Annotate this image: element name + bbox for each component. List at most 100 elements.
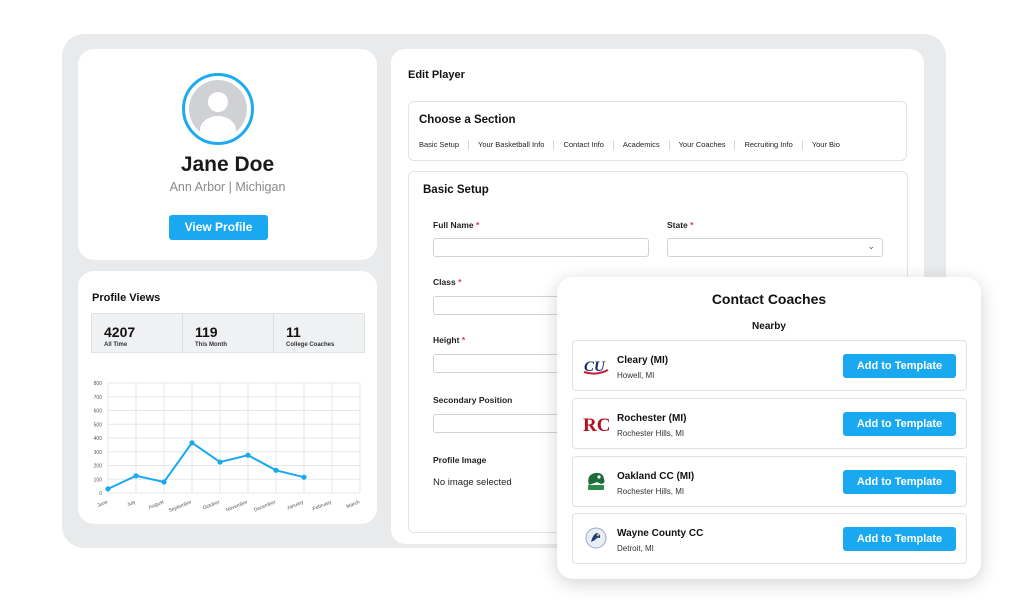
data-point [245, 452, 251, 458]
coach-school-name: Wayne County CC [617, 528, 704, 539]
y-tick-label: 100 [94, 477, 103, 483]
coach-school-name: Oakland CC (MI) [617, 471, 695, 482]
y-tick-label: 300 [94, 450, 103, 456]
x-tick-label: September [168, 499, 193, 514]
y-tick-label: 800 [94, 381, 103, 387]
add-to-template-button[interactable]: Add to Template [843, 354, 956, 378]
profile-views-card: Profile Views 4207 All Time 119 This Mon… [78, 271, 377, 524]
coach-row: Oakland CC (MI) Rochester Hills, MI Add … [572, 456, 967, 507]
height-label: Height * [433, 335, 465, 345]
nearby-heading: Nearby [752, 321, 786, 332]
stat-all-time: 4207 All Time [92, 314, 183, 352]
tab-contact-info[interactable]: Contact Info [553, 140, 612, 150]
secondary-position-label: Secondary Position [433, 395, 513, 405]
required-mark: * [690, 220, 694, 230]
stat-this-month: 119 This Month [183, 314, 274, 352]
data-point [105, 486, 111, 492]
wayne-logo-icon [583, 526, 609, 550]
data-point [273, 467, 279, 473]
cleary-logo-icon: CU [583, 353, 609, 377]
edit-player-title: Edit Player [408, 69, 465, 81]
add-to-template-button[interactable]: Add to Template [843, 527, 956, 551]
tab-academics[interactable]: Academics [612, 140, 669, 150]
contact-coaches-title: Contact Coaches [711, 291, 827, 307]
user-icon [189, 80, 247, 138]
stat-value: 119 [195, 324, 218, 340]
required-mark: * [458, 277, 462, 287]
full-name-input[interactable] [433, 238, 649, 257]
stat-college-coaches: 11 College Coaches [274, 314, 364, 352]
field-label-text: Class [433, 277, 456, 287]
avatar [182, 73, 254, 145]
data-point [161, 479, 167, 485]
coach-school-city: Detroit, MI [617, 544, 654, 553]
x-tick-label: December [253, 499, 277, 513]
data-point [301, 474, 307, 480]
coach-school-name: Rochester (MI) [617, 413, 687, 424]
y-tick-label: 700 [94, 395, 103, 401]
tab-basketball-info[interactable]: Your Basketball Info [468, 140, 553, 150]
y-tick-label: 400 [94, 436, 103, 442]
coach-school-name: Cleary (MI) [617, 355, 669, 366]
coach-row: RC Rochester (MI) Rochester Hills, MI Ad… [572, 398, 967, 449]
full-name-label: Full Name * [433, 220, 479, 230]
y-tick-label: 500 [94, 422, 103, 428]
stat-label: This Month [195, 342, 227, 348]
stat-label: College Coaches [286, 342, 335, 348]
player-location: Ann Arbor | Michigan [169, 180, 286, 194]
tab-your-bio[interactable]: Your Bio [801, 140, 849, 150]
contact-coaches-panel: Contact Coaches Nearby CU Cleary (MI) Ho… [557, 277, 981, 579]
x-tick-label: August [148, 499, 165, 511]
field-label-text: Height [433, 335, 460, 345]
no-image-text: No image selected [433, 477, 512, 488]
basic-setup-heading: Basic Setup [423, 184, 489, 196]
stats-bar: 4207 All Time 119 This Month 11 College … [91, 313, 365, 353]
stat-value: 11 [286, 324, 301, 340]
x-tick-label: October [202, 499, 221, 511]
tab-your-coaches[interactable]: Your Coaches [668, 140, 735, 150]
tab-basic-setup[interactable]: Basic Setup [419, 140, 460, 149]
y-tick-label: 200 [94, 464, 103, 470]
profile-views-chart: 0 100 200 300 400 500 600 700 800 June July August S… [94, 381, 361, 514]
required-mark: * [476, 220, 480, 230]
coach-school-city: Rochester Hills, MI [617, 429, 685, 438]
field-label-text: Full Name [433, 220, 474, 230]
profile-views-title: Profile Views [92, 292, 161, 304]
chevron-down-icon: ⌄ [867, 241, 875, 251]
x-tick-label: July [126, 499, 137, 508]
state-label: State * [667, 220, 693, 230]
data-point [189, 440, 195, 446]
player-name: Jane Doe [180, 153, 275, 176]
x-tick-label: June [96, 499, 109, 509]
basic-setup-form: Basic Setup Full Name * State * ⌄ Class … [408, 171, 908, 533]
y-tick-label: 600 [94, 409, 103, 415]
data-point [133, 473, 139, 479]
field-label-text: State [667, 220, 688, 230]
series-line [107, 441, 305, 490]
coach-row: CU Cleary (MI) Howell, MI Add to Templat… [572, 340, 967, 391]
x-tick-label: January [286, 499, 305, 511]
state-select[interactable]: ⌄ [667, 238, 883, 257]
coach-row: Wayne County CC Detroit, MI Add to Templ… [572, 513, 967, 564]
x-tick-label: November [225, 499, 249, 513]
view-profile-button[interactable]: View Profile [169, 215, 268, 240]
class-label: Class * [433, 277, 461, 287]
svg-text:RC: RC [583, 415, 609, 435]
stat-value: 4207 [104, 324, 136, 340]
coach-school-city: Howell, MI [617, 371, 655, 380]
x-tick-label: February [312, 499, 333, 512]
add-to-template-button[interactable]: Add to Template [843, 470, 956, 494]
profile-card: Jane Doe Ann Arbor | Michigan View Profi… [78, 49, 377, 260]
oakland-logo-icon [583, 469, 609, 493]
data-point [217, 459, 223, 465]
x-tick-label: March [346, 499, 361, 510]
coach-school-city: Rochester Hills, MI [617, 487, 685, 496]
rochester-logo-icon: RC [583, 411, 610, 436]
required-mark: * [461, 335, 466, 345]
tab-recruiting-info[interactable]: Recruiting Info [734, 140, 801, 150]
profile-image-label: Profile Image [433, 455, 487, 465]
add-to-template-button[interactable]: Add to Template [843, 412, 956, 436]
stat-label: All Time [104, 342, 128, 348]
y-tick-label: 0 [99, 491, 102, 497]
section-tabs: Basic Setup Your Basketball Info Contact… [419, 140, 849, 150]
